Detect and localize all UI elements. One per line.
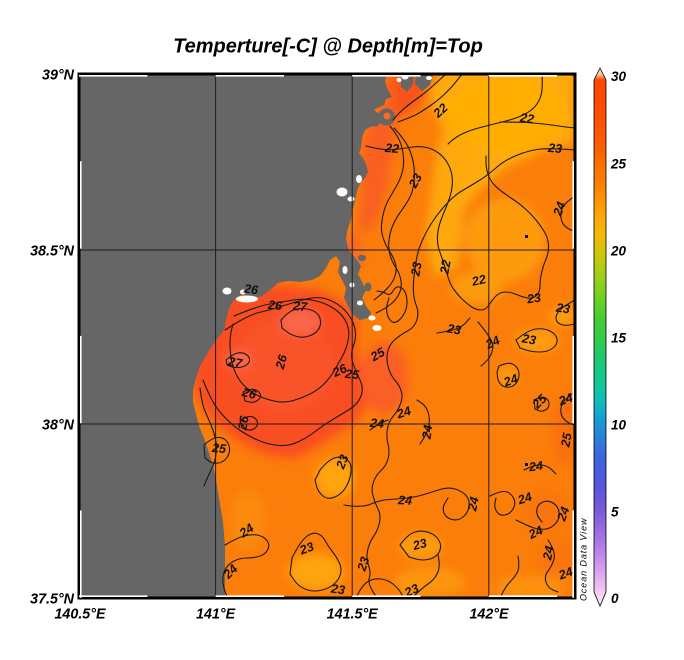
- svg-text:26: 26: [235, 414, 252, 432]
- svg-text:22: 22: [384, 141, 400, 156]
- svg-text:24: 24: [554, 505, 572, 524]
- svg-text:24: 24: [550, 200, 568, 219]
- svg-text:22: 22: [518, 110, 535, 126]
- svg-text:25: 25: [211, 441, 228, 456]
- svg-text:24: 24: [397, 493, 413, 508]
- svg-text:24: 24: [526, 523, 545, 542]
- svg-text:23: 23: [445, 321, 462, 337]
- svg-text:24: 24: [515, 490, 534, 508]
- svg-text:22: 22: [470, 272, 488, 289]
- svg-text:39°N: 39°N: [42, 68, 75, 84]
- svg-text:23: 23: [406, 171, 425, 191]
- svg-text:27: 27: [226, 354, 244, 371]
- svg-text:23: 23: [402, 581, 421, 600]
- svg-text:24: 24: [556, 565, 575, 583]
- svg-text:141°E: 141°E: [196, 607, 236, 623]
- svg-text:23: 23: [410, 536, 428, 553]
- svg-text:26: 26: [242, 281, 260, 297]
- svg-text:27: 27: [292, 299, 309, 314]
- svg-text:24: 24: [540, 545, 557, 563]
- svg-text:20: 20: [610, 244, 627, 259]
- svg-text:23: 23: [520, 331, 537, 347]
- svg-text:23: 23: [297, 540, 316, 558]
- svg-text:30: 30: [611, 69, 627, 84]
- svg-text:38°N: 38°N: [42, 418, 75, 434]
- svg-text:24: 24: [483, 333, 502, 352]
- svg-text:24: 24: [527, 459, 544, 475]
- svg-text:26: 26: [240, 385, 259, 403]
- svg-text:26: 26: [267, 298, 284, 313]
- svg-text:25: 25: [610, 157, 627, 172]
- svg-text:23: 23: [554, 300, 571, 316]
- svg-text:37.5°N: 37.5°N: [30, 592, 75, 608]
- svg-text:142°E: 142°E: [469, 607, 509, 623]
- svg-text:Ocean Data View: Ocean Data View: [579, 518, 589, 601]
- svg-text:23: 23: [333, 453, 352, 472]
- svg-text:23: 23: [354, 555, 372, 574]
- svg-text:38.5°N: 38.5°N: [30, 244, 75, 260]
- svg-text:24: 24: [369, 416, 385, 431]
- svg-text:26: 26: [273, 352, 291, 371]
- svg-text:0: 0: [611, 591, 619, 606]
- svg-text:10: 10: [611, 418, 627, 433]
- svg-text:24: 24: [394, 404, 413, 422]
- svg-text:24: 24: [465, 496, 482, 514]
- svg-text:23: 23: [525, 291, 542, 307]
- svg-text:140.5°E: 140.5°E: [54, 607, 105, 623]
- svg-text:23: 23: [329, 581, 346, 597]
- svg-text:26: 26: [330, 361, 350, 380]
- svg-text:141.5°E: 141.5°E: [327, 607, 378, 623]
- svg-text:23: 23: [547, 141, 563, 156]
- svg-text:24: 24: [556, 391, 575, 409]
- svg-text:25: 25: [558, 431, 575, 449]
- svg-text:23: 23: [408, 261, 424, 278]
- svg-text:15: 15: [611, 331, 627, 346]
- svg-text:22: 22: [437, 259, 453, 276]
- svg-text:24: 24: [419, 424, 435, 441]
- svg-text:Temperture[-C] @ Depth[m]=Top: Temperture[-C] @ Depth[m]=Top: [173, 36, 483, 58]
- svg-text:5: 5: [611, 505, 619, 520]
- svg-text:24: 24: [501, 372, 520, 390]
